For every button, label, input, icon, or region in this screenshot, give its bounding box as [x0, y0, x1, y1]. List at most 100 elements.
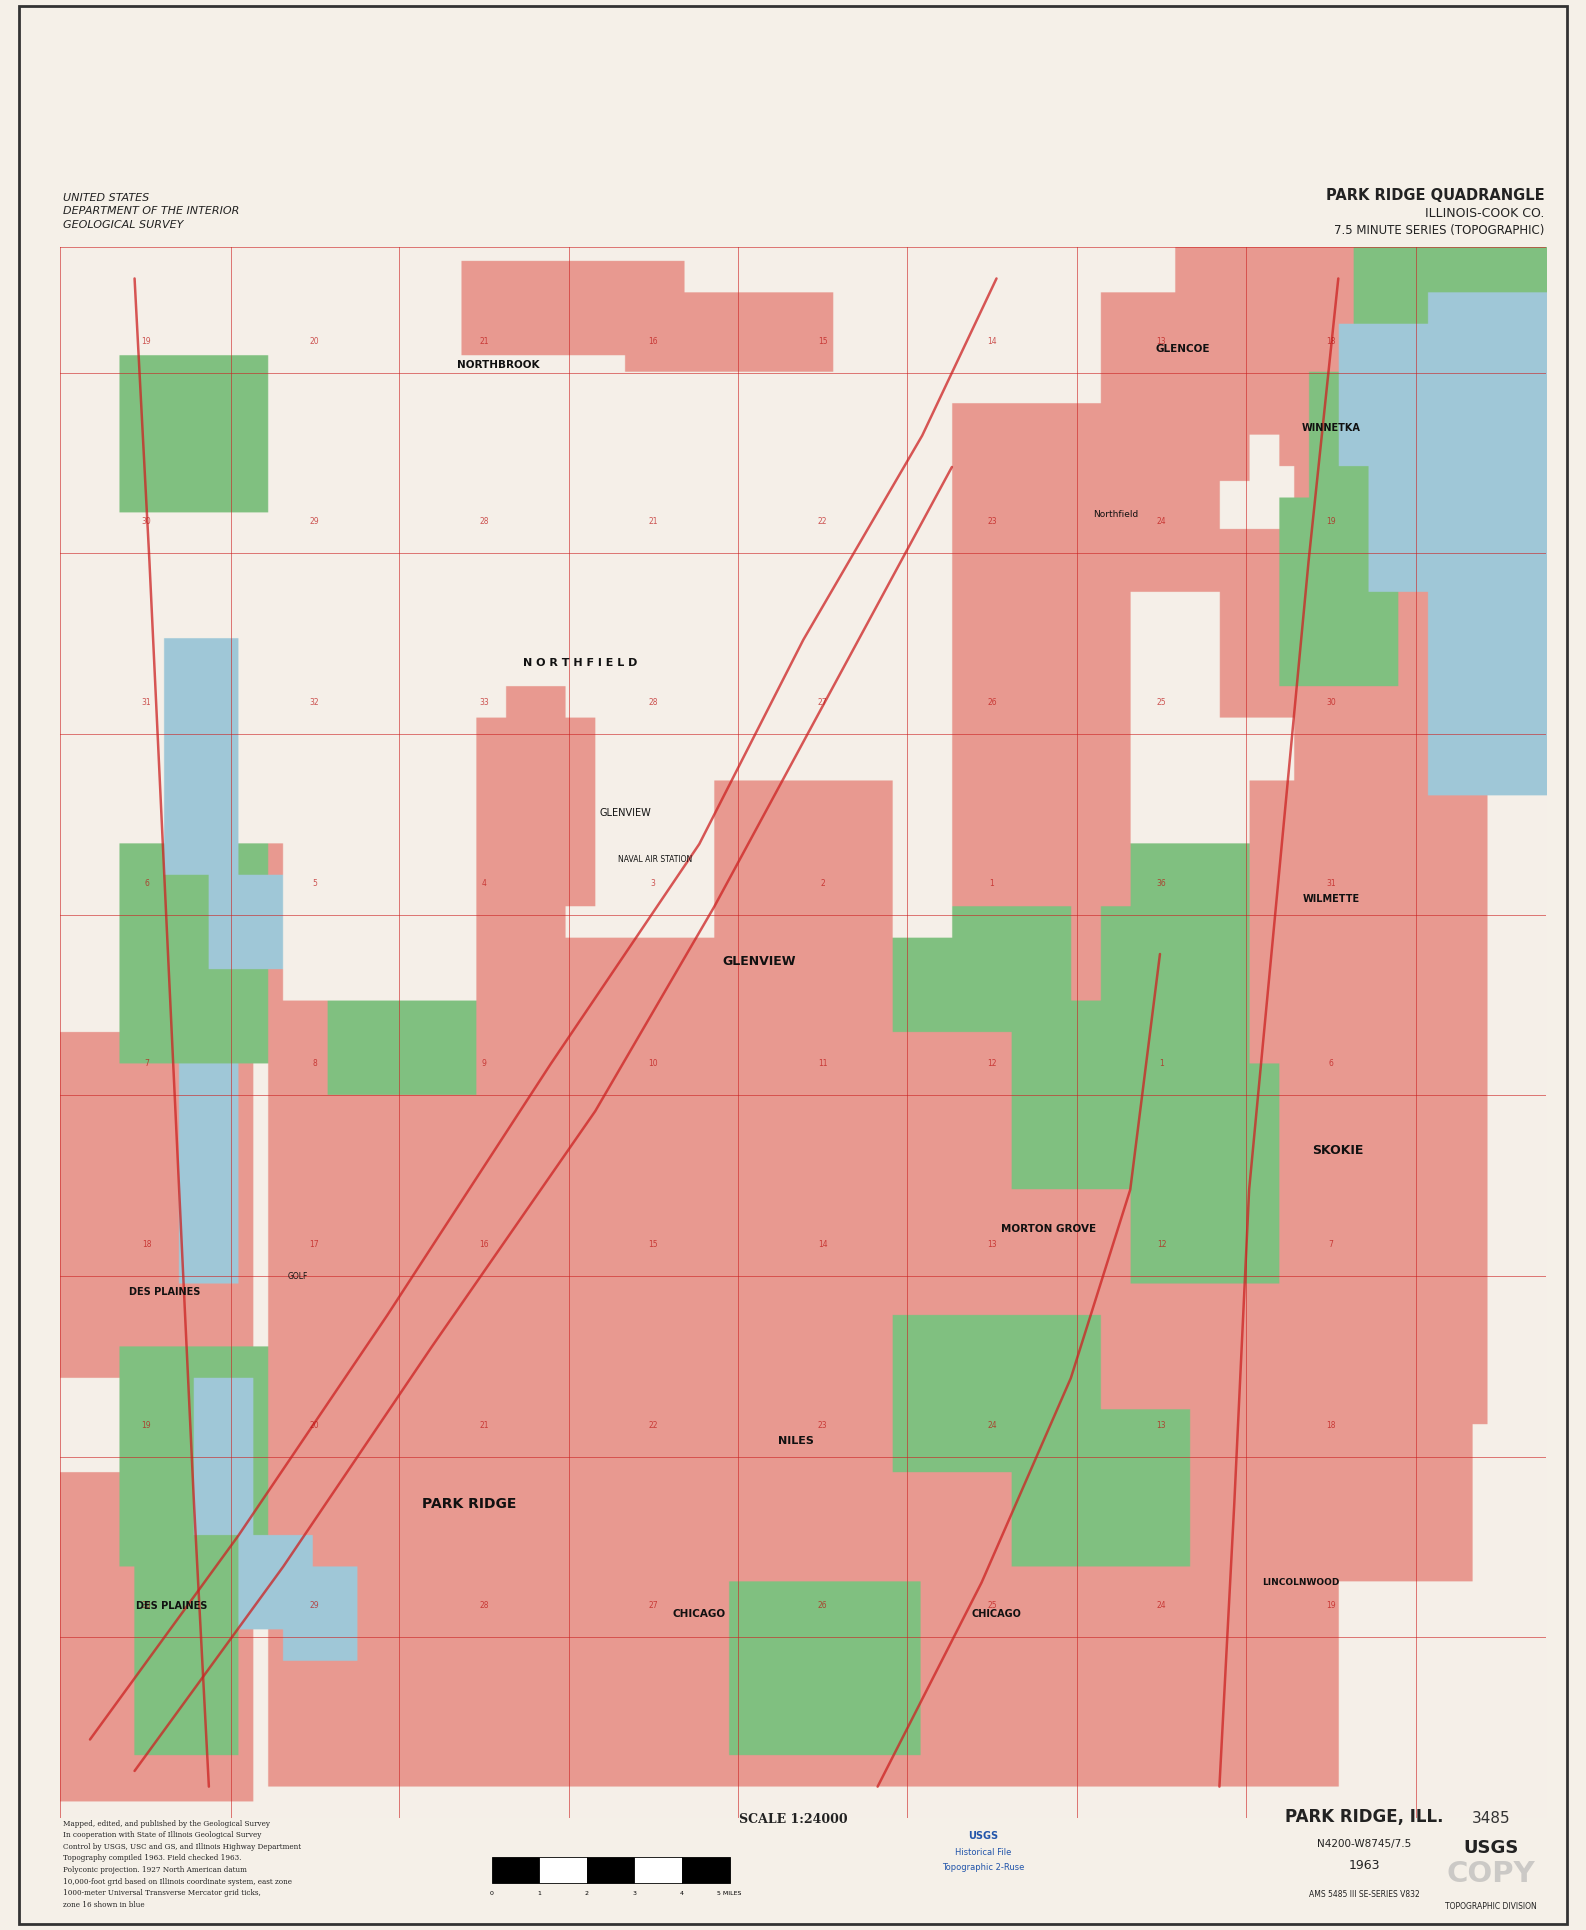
Text: GEOLOGICAL SURVEY: GEOLOGICAL SURVEY [63, 220, 184, 230]
Text: 19: 19 [1326, 1602, 1335, 1610]
Text: GOLF: GOLF [287, 1272, 308, 1282]
Text: 1: 1 [1159, 1060, 1164, 1069]
Text: 31: 31 [1326, 878, 1335, 888]
Text: 2: 2 [820, 878, 825, 888]
Text: DES PLAINES: DES PLAINES [136, 1602, 208, 1612]
Text: 18: 18 [141, 1241, 151, 1249]
Text: 28: 28 [649, 699, 658, 706]
Text: 0: 0 [490, 1891, 493, 1897]
Text: Polyconic projection. 1927 North American datum: Polyconic projection. 1927 North America… [63, 1866, 247, 1874]
Text: 6: 6 [1329, 1060, 1334, 1069]
Text: 1: 1 [990, 878, 994, 888]
Text: 23: 23 [818, 1420, 828, 1430]
Bar [682, 1857, 730, 1884]
Text: Control by USGS, USC and GS, and Illinois Highway Department: Control by USGS, USC and GS, and Illinoi… [63, 1843, 301, 1851]
Text: 36: 36 [1156, 878, 1166, 888]
Text: 31: 31 [141, 699, 151, 706]
Text: In cooperation with State of Illinois Geological Survey: In cooperation with State of Illinois Ge… [63, 1832, 262, 1839]
Text: 15: 15 [649, 1241, 658, 1249]
Text: 7: 7 [144, 1060, 149, 1069]
Text: 1963: 1963 [1348, 1859, 1380, 1872]
Text: 30: 30 [141, 1602, 151, 1610]
Text: 1: 1 [538, 1891, 541, 1897]
Text: 1000-meter Universal Transverse Mercator grid ticks,: 1000-meter Universal Transverse Mercator… [63, 1889, 262, 1897]
Text: 4: 4 [482, 878, 487, 888]
Text: 19: 19 [141, 338, 151, 345]
Text: Mapped, edited, and published by the Geological Survey: Mapped, edited, and published by the Geo… [63, 1820, 271, 1828]
Text: 10: 10 [649, 1060, 658, 1069]
Bar [492, 1857, 539, 1884]
Text: CHICAGO: CHICAGO [972, 1610, 1021, 1619]
Text: 27: 27 [649, 1602, 658, 1610]
Text: 7.5 MINUTE SERIES (TOPOGRAPHIC): 7.5 MINUTE SERIES (TOPOGRAPHIC) [1334, 224, 1545, 237]
Text: 23: 23 [986, 517, 998, 527]
Text: 3: 3 [650, 878, 655, 888]
Text: 12: 12 [1156, 1241, 1166, 1249]
Text: CHICAGO: CHICAGO [672, 1610, 726, 1619]
Text: N O R T H F I E L D: N O R T H F I E L D [523, 658, 638, 668]
Text: 17: 17 [309, 1241, 319, 1249]
Text: 20: 20 [309, 338, 319, 345]
Text: 30: 30 [141, 517, 151, 527]
Text: GLENCOE: GLENCOE [1155, 344, 1210, 355]
Text: NAVAL AIR STATION: NAVAL AIR STATION [617, 855, 691, 865]
Text: 18: 18 [1326, 338, 1335, 345]
Text: DEPARTMENT OF THE INTERIOR: DEPARTMENT OF THE INTERIOR [63, 207, 239, 216]
Text: WILMETTE: WILMETTE [1302, 894, 1359, 903]
Text: N4200-W8745/7.5: N4200-W8745/7.5 [1316, 1839, 1412, 1849]
Text: PARK RIDGE, ILL.: PARK RIDGE, ILL. [1285, 1808, 1443, 1826]
Text: GLENVIEW: GLENVIEW [722, 955, 796, 969]
Text: USGS: USGS [1464, 1839, 1518, 1857]
Text: 32: 32 [309, 699, 319, 706]
Text: TOPOGRAPHIC DIVISION: TOPOGRAPHIC DIVISION [1445, 1901, 1537, 1911]
Text: 2: 2 [585, 1891, 588, 1897]
Text: 11: 11 [818, 1060, 828, 1069]
Text: 29: 29 [309, 517, 319, 527]
Text: Northfield: Northfield [1093, 510, 1139, 519]
Text: 5: 5 [312, 878, 317, 888]
Text: 7: 7 [1329, 1241, 1334, 1249]
Text: 22: 22 [649, 1420, 658, 1430]
Text: 14: 14 [986, 338, 998, 345]
Text: LINCOLNWOOD: LINCOLNWOOD [1262, 1579, 1340, 1586]
Text: NILES: NILES [779, 1436, 814, 1446]
Text: DES PLAINES: DES PLAINES [128, 1287, 200, 1297]
Text: 25: 25 [1156, 699, 1166, 706]
Text: ILLINOIS-COOK CO.: ILLINOIS-COOK CO. [1426, 207, 1545, 220]
Text: 28: 28 [479, 517, 488, 527]
Text: 8: 8 [312, 1060, 317, 1069]
Text: 5 MILES: 5 MILES [717, 1891, 742, 1897]
Bar [634, 1857, 682, 1884]
Text: 24: 24 [1156, 1602, 1166, 1610]
Text: 13: 13 [986, 1241, 998, 1249]
Text: 21: 21 [479, 1420, 488, 1430]
Text: 21: 21 [649, 517, 658, 527]
Text: zone 16 shown in blue: zone 16 shown in blue [63, 1901, 144, 1909]
Text: 14: 14 [818, 1241, 828, 1249]
Text: WINNETKA: WINNETKA [1302, 423, 1361, 432]
Text: 13: 13 [1156, 1420, 1166, 1430]
Text: 25: 25 [986, 1602, 998, 1610]
Text: 16: 16 [479, 1241, 488, 1249]
Text: MORTON GROVE: MORTON GROVE [1001, 1224, 1096, 1233]
Text: SKOKIE: SKOKIE [1313, 1144, 1364, 1156]
Text: COPY: COPY [1446, 1859, 1535, 1888]
Text: SCALE 1:24000: SCALE 1:24000 [739, 1812, 847, 1826]
Text: 21: 21 [479, 338, 488, 345]
Text: 10,000-foot grid based on Illinois coordinate system, east zone: 10,000-foot grid based on Illinois coord… [63, 1878, 292, 1886]
Text: 9: 9 [482, 1060, 487, 1069]
Text: 19: 19 [141, 1420, 151, 1430]
Text: Topography compiled 1963. Field checked 1963.: Topography compiled 1963. Field checked … [63, 1855, 241, 1862]
Text: PARK RIDGE QUADRANGLE: PARK RIDGE QUADRANGLE [1326, 187, 1545, 203]
Text: 12: 12 [988, 1060, 996, 1069]
Text: 18: 18 [1326, 1420, 1335, 1430]
Text: AMS 5485 III SE-SERIES V832: AMS 5485 III SE-SERIES V832 [1308, 1889, 1419, 1899]
Text: 26: 26 [986, 699, 998, 706]
Text: GLENVIEW: GLENVIEW [600, 807, 650, 818]
Text: 3: 3 [633, 1891, 636, 1897]
Text: USGS: USGS [969, 1832, 998, 1841]
Text: 4: 4 [680, 1891, 684, 1897]
Text: 6: 6 [144, 878, 149, 888]
Text: 29: 29 [309, 1602, 319, 1610]
Text: 13: 13 [1156, 338, 1166, 345]
